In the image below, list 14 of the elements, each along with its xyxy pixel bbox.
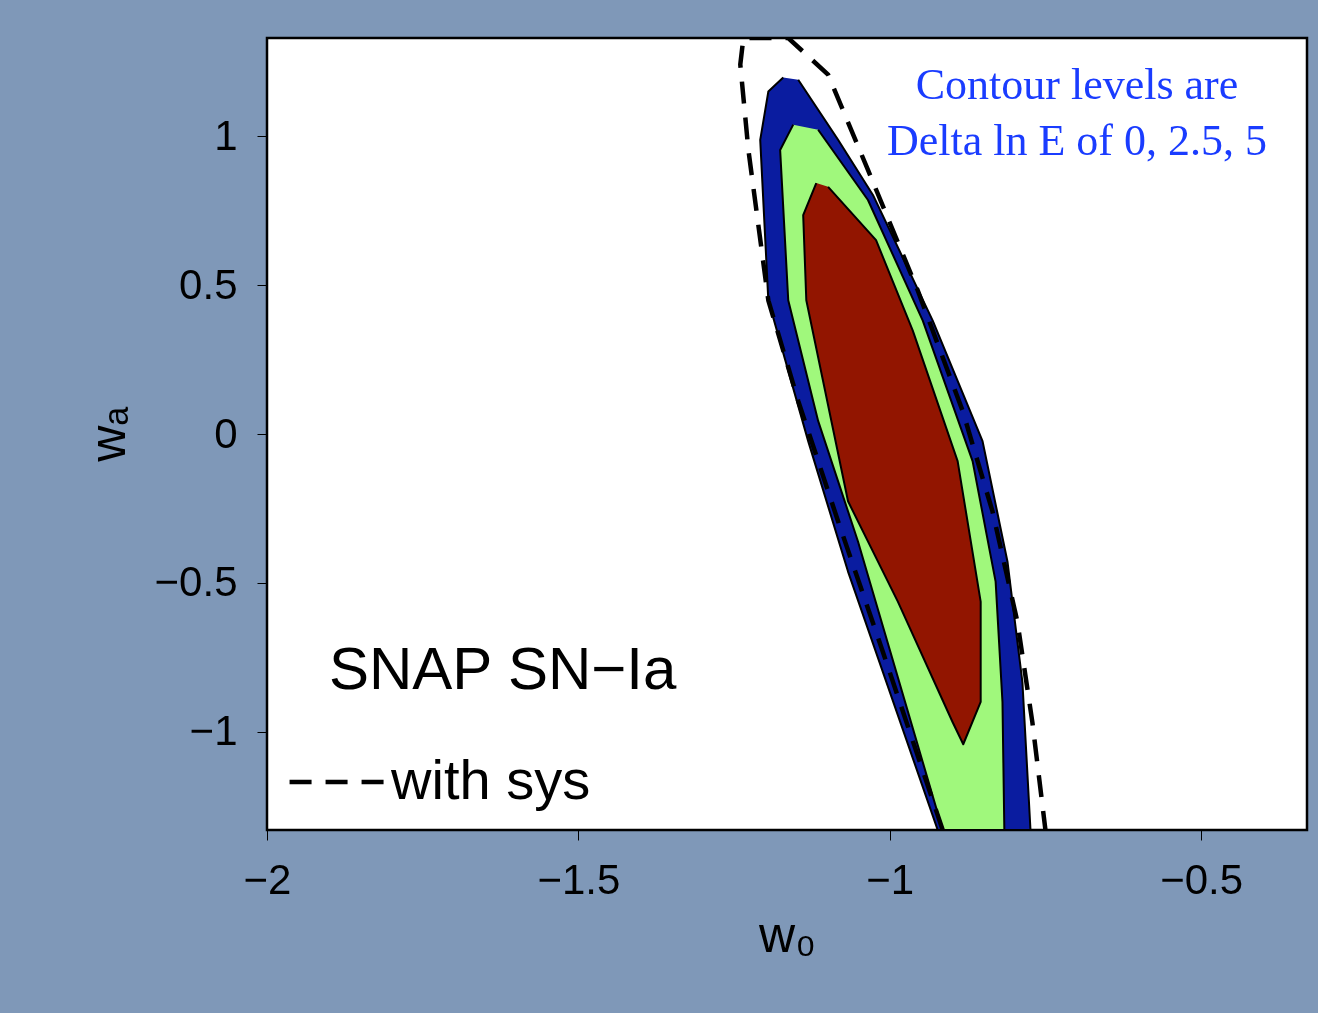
annotation: SNAP SN−Ia <box>329 635 678 702</box>
y-tick-label: −0.5 <box>154 558 238 606</box>
annotation: Contour levels are Delta ln E of 0, 2.5, 5 <box>886 60 1268 165</box>
x-tick-label: −2 <box>243 855 292 903</box>
x-tick-label: −1 <box>866 855 915 903</box>
y-tick-label: 0 <box>214 409 238 457</box>
y-axis-title: wₐ <box>79 406 136 463</box>
y-tick-label: 0.5 <box>179 260 238 308</box>
y-tick-label: −1 <box>189 707 238 755</box>
legend-label: with sys <box>390 748 591 811</box>
x-tick-label: −0.5 <box>1160 855 1244 903</box>
y-tick-label: 1 <box>214 111 238 159</box>
x-axis-title: w₀ <box>758 906 816 963</box>
x-tick-label: −1.5 <box>537 855 621 903</box>
